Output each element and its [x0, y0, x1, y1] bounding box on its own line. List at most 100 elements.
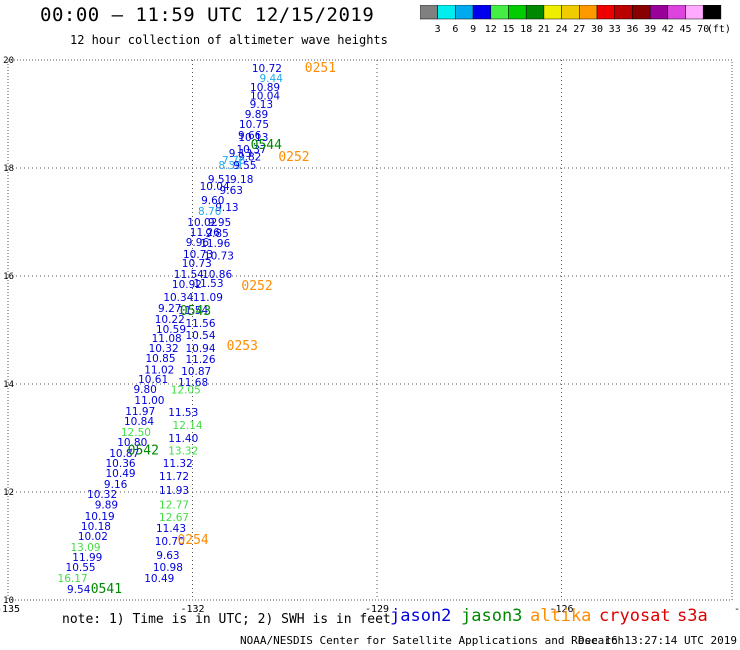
- wave-height-value: 9.63: [220, 185, 243, 197]
- color-scale-label: 39: [644, 24, 656, 35]
- wave-height-value: 10.72: [252, 63, 282, 75]
- pass-time-label: 0543: [180, 304, 211, 319]
- wave-height-value: 10.75: [239, 119, 269, 131]
- wave-height-value: 9.51: [208, 174, 231, 186]
- map-subtitle: 12 hour collection of altimeter wave hei…: [70, 33, 388, 47]
- wave-height-value: 11.97: [125, 406, 155, 418]
- wave-height-value: 9.60: [201, 195, 224, 207]
- wave-height-value: 10.02: [78, 531, 108, 543]
- wave-height-value: 11.93: [159, 485, 189, 497]
- wave-height-value: 10.32: [87, 489, 117, 501]
- wave-height-value: 16.17: [58, 573, 88, 585]
- pass-time-label: 0544: [251, 138, 282, 153]
- wave-height-value: 10.87: [181, 366, 211, 378]
- wave-height-value: 11.09: [193, 292, 223, 304]
- wave-height-value: 11.96: [200, 238, 230, 250]
- wave-height-value: 9.85: [205, 228, 228, 240]
- wave-height-value: 13.09: [70, 542, 100, 554]
- wave-height-value: 10.87: [109, 448, 139, 460]
- longitude-tick-label: -132: [180, 604, 204, 615]
- pass-time-label: 0251: [305, 61, 336, 76]
- longitude-tick-label: -135: [0, 604, 20, 615]
- wave-height-value: 11.08: [152, 333, 182, 345]
- latitude-tick-label: 20: [3, 56, 14, 66]
- wave-height-value: 10.49: [106, 468, 136, 480]
- wave-height-value: 10.04: [250, 90, 280, 102]
- wave-height-value: 10.85: [145, 353, 175, 365]
- color-scale-label: 9: [470, 24, 476, 35]
- color-scale-label: 15: [502, 24, 514, 35]
- pass-time-label: 0252: [241, 279, 272, 294]
- wave-height-value: 10.73: [183, 249, 213, 261]
- wave-height-value: 11.56: [185, 318, 215, 330]
- wave-height-value: 9.96: [186, 237, 210, 249]
- legend-s3a: s3a: [677, 606, 708, 626]
- color-scale-label: 21: [538, 24, 550, 35]
- wave-height-value: 10.84: [124, 416, 154, 428]
- color-scale-label: 12: [485, 24, 497, 35]
- pass-time-label: 0252: [278, 150, 309, 165]
- wave-height-value: 9.44: [260, 73, 284, 85]
- color-scale-label: 18: [520, 24, 532, 35]
- color-scale-label: 24: [556, 24, 568, 35]
- wave-height-value: 9.66: [238, 130, 262, 142]
- wave-height-value: 12.50: [121, 427, 151, 439]
- color-scale-unit: (ft): [707, 24, 731, 35]
- latitude-tick-label: 10: [3, 596, 14, 606]
- wave-height-value: 12.67: [159, 512, 189, 524]
- wave-height-value: 11.53: [193, 278, 223, 290]
- color-scale-swatch: [702, 5, 722, 20]
- wave-height-value: 10.49: [144, 573, 174, 585]
- wave-height-value: 9.54: [67, 584, 91, 596]
- wave-height-value: 11.26: [190, 227, 220, 239]
- color-scale-bar: 3 6 9 12 15 18 21 24 27 30 33 36 39 42 45 70(ft): [420, 5, 731, 35]
- wave-height-value: 9.63: [156, 550, 179, 562]
- wave-height-value: 11.54: [174, 269, 204, 281]
- wave-height-value: 10.32: [149, 343, 179, 355]
- wave-height-value: 11.40: [168, 433, 198, 445]
- wave-height-value: 10.86: [202, 269, 232, 281]
- footer-timestamp: Dec 16 13:27:14 UTC 2019: [578, 634, 737, 647]
- longitude-tick-label: -123: [734, 604, 740, 615]
- latitude-tick-label: 12: [3, 488, 14, 498]
- longitude-tick-label: -129: [365, 604, 389, 615]
- map-title: 00:00 – 11:59 UTC 12/15/2019: [40, 4, 375, 26]
- wave-height-value: 10.73: [204, 250, 234, 262]
- wave-height-value: 9.89: [245, 109, 268, 121]
- wave-height-value: 8.39: [218, 160, 241, 172]
- wave-height-value: 7.76: [222, 155, 246, 167]
- wave-height-value: 10.13: [238, 132, 268, 144]
- color-scale-label: 30: [591, 24, 603, 35]
- color-scale-label: 3: [435, 24, 441, 35]
- wave-height-value: 10.04: [200, 181, 230, 193]
- pass-time-label: 0542: [128, 444, 159, 459]
- color-scale-label: 42: [662, 24, 674, 35]
- wave-height-value: 9.27: [158, 303, 181, 315]
- color-scale-label: 70: [697, 24, 709, 35]
- wave-height-value: 11.53: [168, 407, 198, 419]
- wave-height-value: 11.26: [185, 354, 215, 366]
- pass-time-label: 0253: [227, 339, 258, 354]
- wave-height-value: 10.80: [117, 437, 147, 449]
- latitude-tick-label: 18: [3, 164, 14, 174]
- wave-height-value: 10.70: [155, 536, 185, 548]
- wave-height-value: 12.05: [171, 385, 201, 397]
- latitude-tick-label: 14: [3, 380, 14, 390]
- units-note: note: 1) Time is in UTC; 2) SWH is in fe…: [62, 612, 391, 627]
- wave-height-value: 11.00: [134, 395, 164, 407]
- wave-height-value: 12.14: [173, 420, 203, 432]
- wave-height-value: 9.18: [230, 174, 253, 186]
- wave-height-value: 11.99: [72, 552, 102, 564]
- color-scale-label: 27: [573, 24, 585, 35]
- wave-height-value: 9.95: [208, 217, 231, 229]
- wave-height-value: 11.43: [156, 523, 186, 535]
- wave-height-value: 8.70: [198, 206, 221, 218]
- wave-height-value: 11.68: [178, 377, 208, 389]
- pass-time-label: 0541: [91, 582, 122, 597]
- latitude-tick-label: 16: [3, 272, 14, 282]
- wave-height-value: 10.36: [106, 458, 136, 470]
- color-scale-label: 45: [679, 24, 691, 35]
- wave-height-value: 11.32: [163, 458, 193, 470]
